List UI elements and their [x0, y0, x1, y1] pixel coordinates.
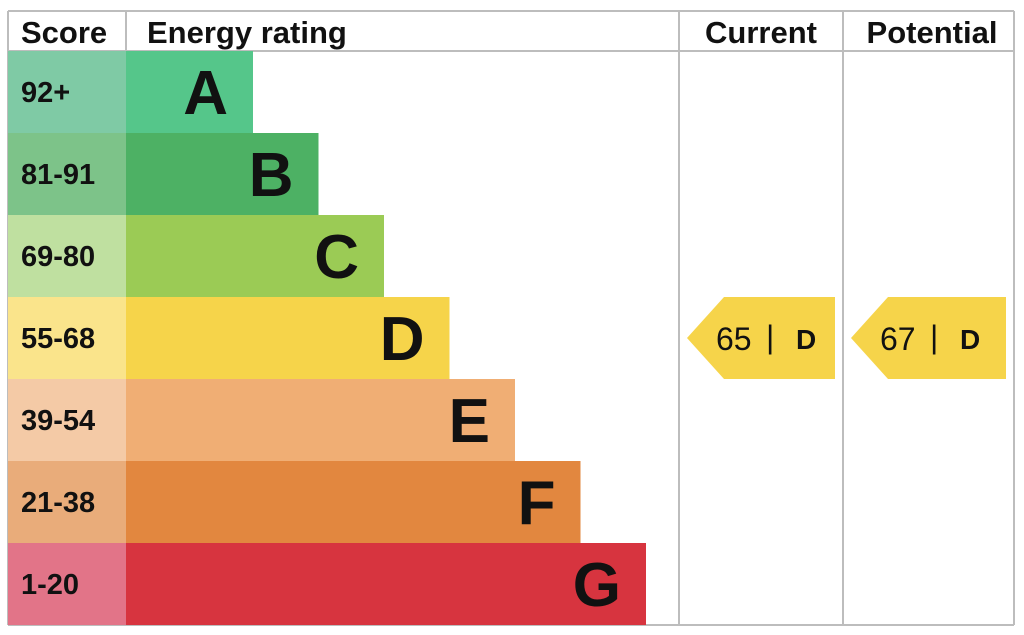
rating-bands: 92+ A 81-91 B 69-80 C 55-68 D 39-54 E 21-38 F 1-20 G	[8, 51, 646, 625]
band-bar	[126, 379, 515, 461]
potential-rating-marker: 67 | D	[851, 297, 1006, 379]
band-row-g: 1-20 G	[8, 543, 646, 625]
current-rating-marker: 65 | D	[687, 297, 835, 379]
band-bar	[126, 543, 646, 625]
band-letter: D	[380, 305, 425, 374]
score-cell	[8, 379, 126, 461]
band-row-c: 69-80 C	[8, 215, 384, 297]
band-bar	[126, 133, 319, 215]
score-range-label: 69-80	[21, 241, 95, 273]
rating-separator: |	[930, 319, 938, 355]
band-row-b: 81-91 B	[8, 133, 319, 215]
band-bar	[126, 461, 581, 543]
score-range-label: 55-68	[21, 323, 95, 355]
rating-value: 67	[880, 321, 916, 357]
score-header: Score	[21, 15, 107, 50]
band-bar	[126, 297, 450, 379]
potential-header: Potential	[867, 15, 998, 50]
score-range-label: 81-91	[21, 159, 95, 191]
band-letter: C	[314, 223, 359, 292]
score-range-label: 1-20	[21, 569, 79, 601]
score-cell	[8, 461, 126, 543]
rating-band-letter: D	[796, 324, 816, 355]
band-letter: G	[573, 551, 621, 620]
score-cell	[8, 215, 126, 297]
band-row-d: 55-68 D	[8, 297, 450, 379]
rating-markers: 65 | D 67 | D	[687, 297, 1006, 379]
rating-separator: |	[766, 319, 774, 355]
rating-value: 65	[716, 321, 752, 357]
band-bar	[126, 215, 384, 297]
band-bar	[126, 51, 253, 133]
band-row-e: 39-54 E	[8, 379, 515, 461]
rating-band-letter: D	[960, 324, 980, 355]
score-cell	[8, 51, 126, 133]
score-range-label: 92+	[21, 77, 70, 109]
band-letter: E	[449, 387, 490, 456]
current-header: Current	[705, 15, 817, 50]
score-cell	[8, 297, 126, 379]
band-letter: A	[183, 59, 228, 128]
rating-arrow	[851, 297, 1006, 379]
band-letter: B	[249, 141, 294, 210]
score-cell	[8, 543, 126, 625]
band-row-a: 92+ A	[8, 51, 253, 133]
header-row: Score Energy rating Current Potential	[21, 15, 997, 50]
band-letter: F	[518, 469, 556, 538]
energy-rating-header: Energy rating	[147, 15, 347, 50]
score-cell	[8, 133, 126, 215]
score-range-label: 21-38	[21, 487, 95, 519]
rating-arrow	[687, 297, 835, 379]
band-row-f: 21-38 F	[8, 461, 581, 543]
score-range-label: 39-54	[21, 405, 95, 437]
